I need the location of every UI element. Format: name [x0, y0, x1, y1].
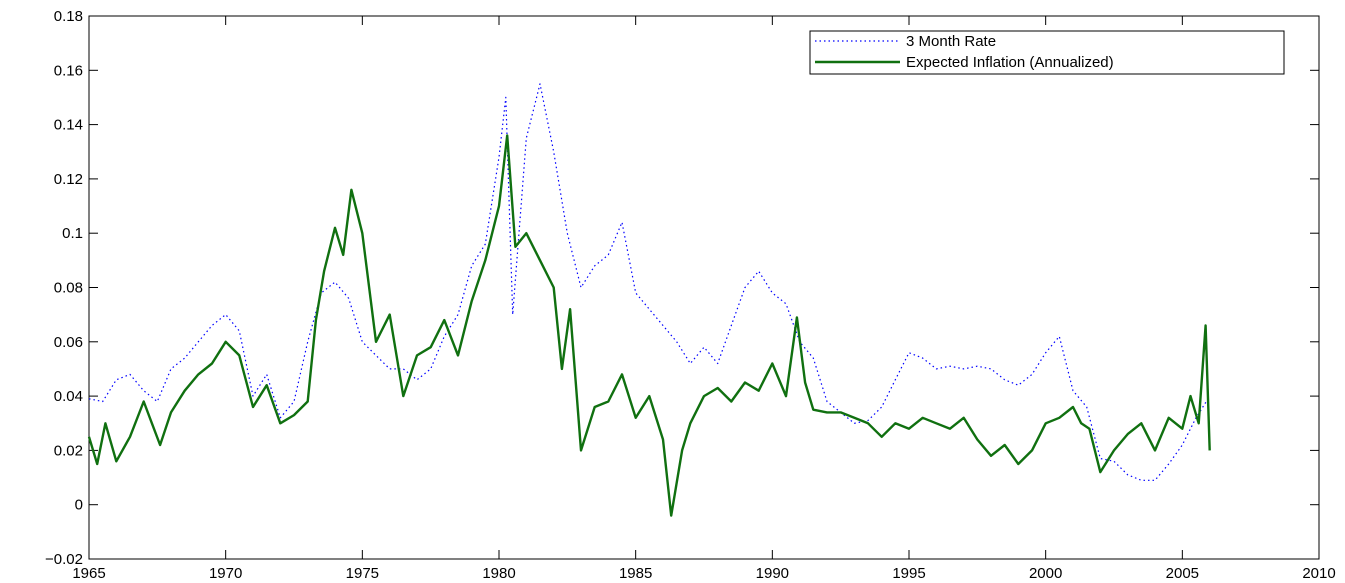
plot-area: [88, 15, 1320, 560]
x-tick-label: 1990: [756, 565, 789, 582]
y-tick-label: 0.12: [54, 171, 83, 188]
x-tick-label: 1980: [482, 565, 515, 582]
legend: 3 Month Rate Expected Inflation (Annuali…: [809, 30, 1285, 75]
legend-box: [809, 30, 1285, 75]
y-tick-label: 0.16: [54, 62, 83, 79]
y-tick-label: 0.08: [54, 280, 83, 297]
x-tick-label: 2010: [1302, 565, 1335, 582]
series-layer: [87, 83, 1211, 517]
y-tick-label: 0.02: [54, 442, 83, 459]
x-tick-label: 2005: [1166, 565, 1199, 582]
y-tick-label: 0.18: [54, 8, 83, 25]
y-tick-label: 0: [75, 497, 83, 514]
y-tick-label: 0.14: [54, 117, 83, 134]
x-tick-label: 1995: [892, 565, 925, 582]
x-tick-label: 1970: [209, 565, 242, 582]
legend-label-3-month-rate: 3 Month Rate: [906, 33, 996, 50]
y-tick-label: 0.1: [62, 225, 83, 242]
y-tick-label: −0.02: [45, 551, 83, 568]
y-tick-label: 0.06: [54, 334, 83, 351]
x-tick-label: 2000: [1029, 565, 1062, 582]
x-tick-label: 1965: [72, 565, 105, 582]
axis-ticks: 1965 1970 1975 1980 1985 1990 1995 2000 2005 2010…: [45, 8, 1336, 582]
series-line-expected-inflation: [87, 134, 1211, 517]
y-tick-label: 0.04: [54, 388, 83, 405]
series-line-3-month-rate: [88, 83, 1211, 481]
x-tick-label: 1975: [346, 565, 379, 582]
x-tick-label: 1985: [619, 565, 652, 582]
legend-label-expected-inflation: Expected Inflation (Annualized): [906, 54, 1114, 71]
